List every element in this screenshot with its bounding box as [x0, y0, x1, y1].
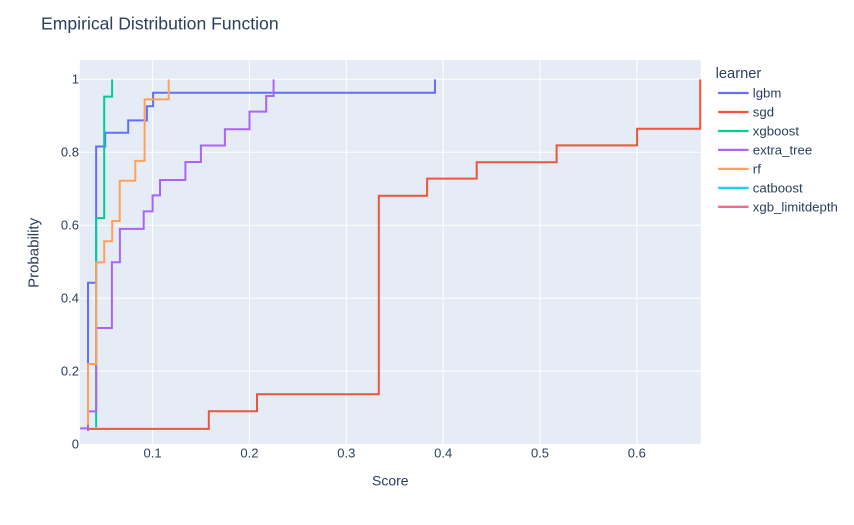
svg-text:extra_tree: extra_tree: [753, 143, 812, 158]
svg-text:0: 0: [72, 436, 79, 451]
svg-text:0.6: 0.6: [628, 445, 646, 460]
svg-text:0.3: 0.3: [337, 445, 355, 460]
svg-text:0.2: 0.2: [61, 363, 79, 378]
svg-text:0.4: 0.4: [434, 445, 452, 460]
svg-text:0.5: 0.5: [531, 445, 549, 460]
svg-text:0.6: 0.6: [61, 218, 79, 233]
svg-text:0.8: 0.8: [61, 145, 79, 160]
svg-text:xgb_limitdepth: xgb_limitdepth: [753, 199, 838, 214]
svg-text:1: 1: [72, 72, 79, 87]
svg-text:0.2: 0.2: [240, 445, 258, 460]
svg-text:Probability: Probability: [26, 217, 43, 288]
svg-text:catboost: catboost: [753, 181, 803, 196]
svg-text:rf: rf: [753, 162, 761, 177]
svg-text:learner: learner: [716, 66, 762, 82]
svg-text:0.4: 0.4: [61, 290, 79, 305]
svg-text:lgbm: lgbm: [753, 86, 782, 101]
svg-text:Score: Score: [372, 473, 409, 489]
svg-text:0.1: 0.1: [144, 445, 162, 460]
svg-text:Empirical Distribution Functio: Empirical Distribution Function: [41, 13, 279, 33]
svg-text:xgboost: xgboost: [753, 124, 800, 139]
svg-text:sgd: sgd: [753, 105, 774, 120]
